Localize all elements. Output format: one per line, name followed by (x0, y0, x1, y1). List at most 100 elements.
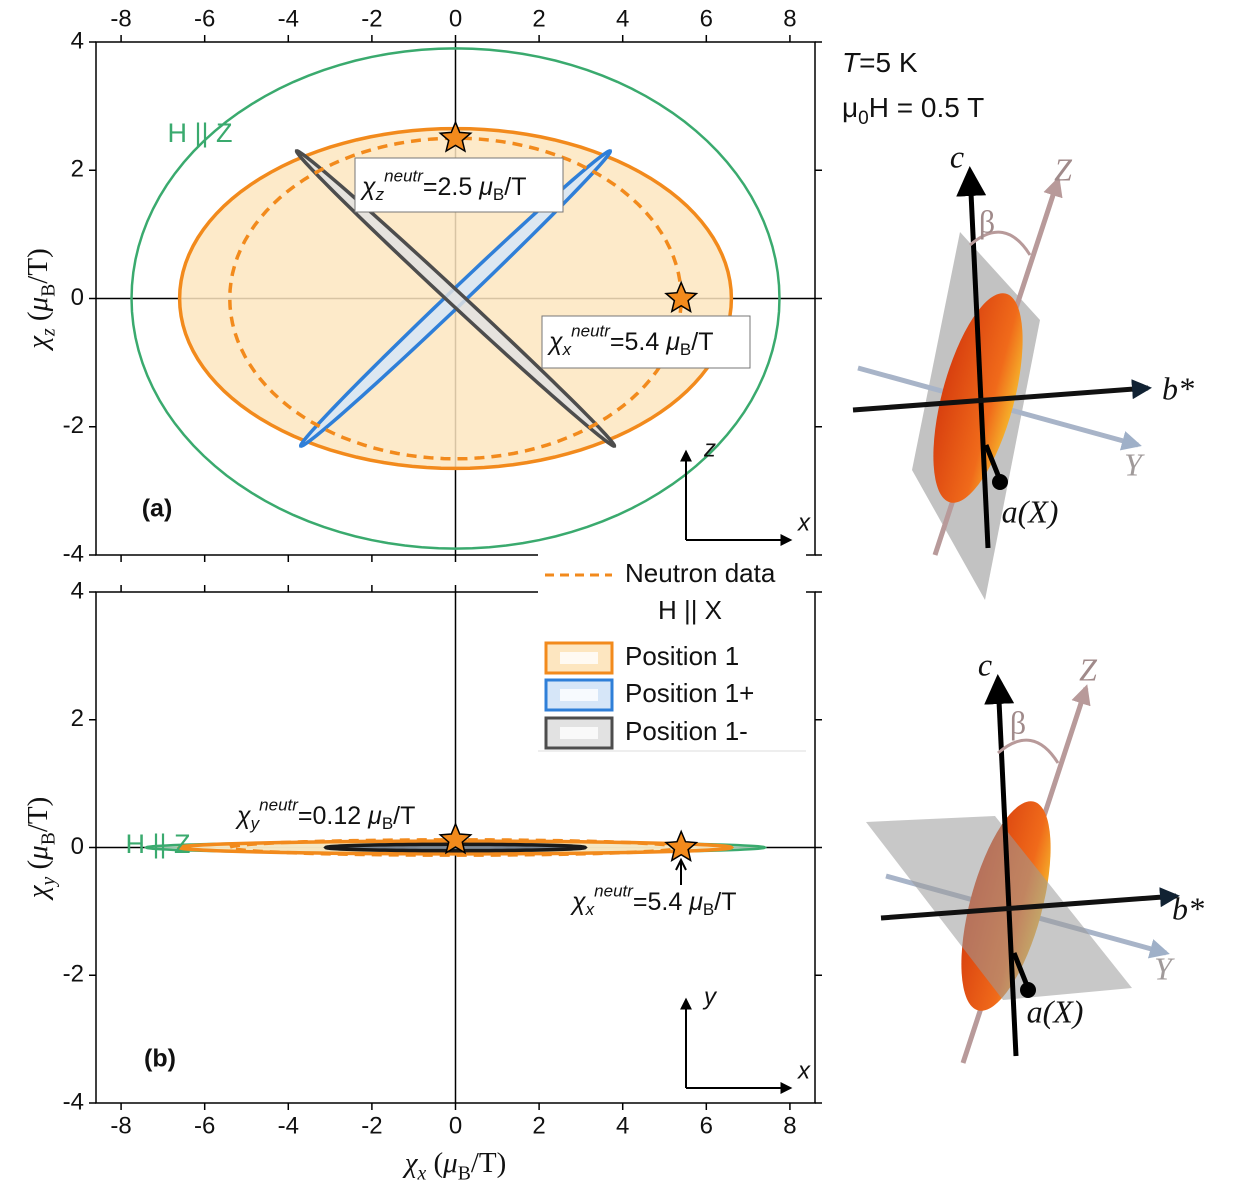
x-tick-label: -8 (110, 5, 131, 32)
diagram-label: Z (1079, 651, 1098, 687)
legend-label: Position 1 (625, 641, 739, 671)
text-part: /T) (22, 248, 54, 283)
annotation: χzneutr=2.5 μB/T (360, 167, 526, 205)
c-axis (956, 166, 991, 549)
text-part: χ (235, 802, 251, 830)
annotation: χxneutr=5.4 μB/T (547, 322, 713, 360)
plot-area (130, 47, 781, 550)
y-tick-label: -2 (63, 961, 84, 988)
x-tick-label: 6 (700, 5, 713, 32)
text-part: B (493, 185, 504, 204)
legend-swatch-glow (560, 727, 598, 739)
text-part: χ (570, 888, 586, 916)
star-marker (664, 829, 699, 862)
ellipse (294, 149, 617, 448)
legend-swatch-glow (560, 689, 598, 701)
text-part: =5 K (859, 47, 918, 78)
y-axis-label: χz (μB/T) (22, 248, 59, 352)
diagram-label: b* (1172, 890, 1204, 926)
text-part: neutr (571, 322, 611, 341)
x-tick-label: 4 (616, 5, 629, 32)
y-tick-label: 2 (71, 705, 84, 732)
text-part: /T (691, 328, 713, 356)
text-part: μ (688, 888, 703, 916)
text-part: y (250, 814, 261, 833)
text-part: 0 (858, 108, 869, 129)
text-part: μ (842, 92, 858, 123)
x-tick-label: 2 (532, 5, 545, 32)
text-part: χ (22, 884, 54, 901)
text-part: =5.4 (610, 328, 666, 356)
glyph-label: x (797, 1057, 811, 1084)
text-part: χ (547, 328, 563, 356)
beta-arc (997, 738, 1060, 764)
annotation-box (541, 315, 751, 369)
legend-label: Position 1- (625, 716, 748, 746)
y-tick-label: 0 (71, 833, 84, 860)
x-tick-label: 0 (449, 5, 462, 32)
diagram-label: a(X) (1002, 493, 1059, 529)
text-part: =5.4 (633, 888, 689, 916)
diagram-label: Z (1054, 151, 1073, 187)
condition-label: μ0H = 0.5 T (842, 92, 984, 129)
x-tick-label: -6 (194, 1112, 215, 1139)
diagram-label: Y (1154, 950, 1175, 986)
glyph-label: z (703, 435, 716, 462)
text-part: μ (22, 845, 54, 861)
text-part: B (382, 814, 393, 833)
curve-label: H || Z (167, 118, 232, 148)
annotation-box (354, 157, 564, 213)
text-part: neutr (594, 882, 634, 901)
text-part: /T) (471, 1147, 506, 1179)
text-part: neutr (384, 167, 424, 186)
x-tick-label: -4 (278, 5, 299, 32)
beta-arc (969, 230, 1032, 256)
x-tick-label: -6 (194, 5, 215, 32)
legend-label: Position 1+ (625, 678, 754, 708)
legend-title: H || X (658, 595, 722, 625)
x-tick-label: -4 (278, 1112, 299, 1139)
y-tick-label: -4 (63, 540, 84, 567)
y-tick-label: 4 (71, 27, 84, 54)
y-tick-label: 4 (71, 577, 84, 604)
x-tick-label: 4 (616, 1112, 629, 1139)
y-tick-label: 0 (71, 284, 84, 311)
a-axis-end (1020, 982, 1036, 998)
ellipse (227, 838, 684, 857)
ellipse (130, 47, 781, 550)
text-part: /T (393, 802, 415, 830)
text-part: B (37, 284, 59, 297)
text-part: z (375, 185, 385, 204)
text-part: B (703, 900, 714, 919)
text-part: B (37, 832, 59, 845)
text-part: /T) (22, 797, 54, 832)
panel-label: (b) (144, 1045, 176, 1073)
star-marker (438, 821, 473, 855)
x-tick-label: -2 (361, 1112, 382, 1139)
legend-swatch-glow (560, 652, 598, 664)
diagram-label: Y (1124, 446, 1145, 482)
text-part: B (458, 1162, 471, 1184)
x-tick-label: -2 (361, 5, 382, 32)
text-part: B (680, 340, 691, 359)
text-part: χ (22, 335, 54, 352)
text-part: /T (504, 173, 526, 201)
text-part: H = 0.5 T (869, 92, 984, 123)
legend-label: Neutron data (625, 558, 776, 588)
diagram-label: β (1010, 704, 1026, 740)
x-axis-label: χx (μB/T) (402, 1147, 507, 1184)
x-tick-label: 0 (449, 1112, 462, 1139)
text-part: ( (22, 311, 54, 328)
diagram-label: c (950, 138, 964, 174)
pointer-arrow (675, 857, 687, 885)
text-part: x (585, 900, 595, 919)
x-tick-label: 8 (783, 1112, 796, 1139)
star-marker (438, 120, 473, 153)
annotation: χyneutr=0.12 μB/T (235, 796, 415, 834)
diagram: c Z β b* Y a(X) (852, 138, 1194, 600)
diagram-label: b* (1162, 370, 1194, 406)
text-part: x (416, 1162, 426, 1184)
x-tick-label: 8 (783, 5, 796, 32)
text-part: μ (478, 173, 493, 201)
text-part: neutr (259, 796, 299, 815)
